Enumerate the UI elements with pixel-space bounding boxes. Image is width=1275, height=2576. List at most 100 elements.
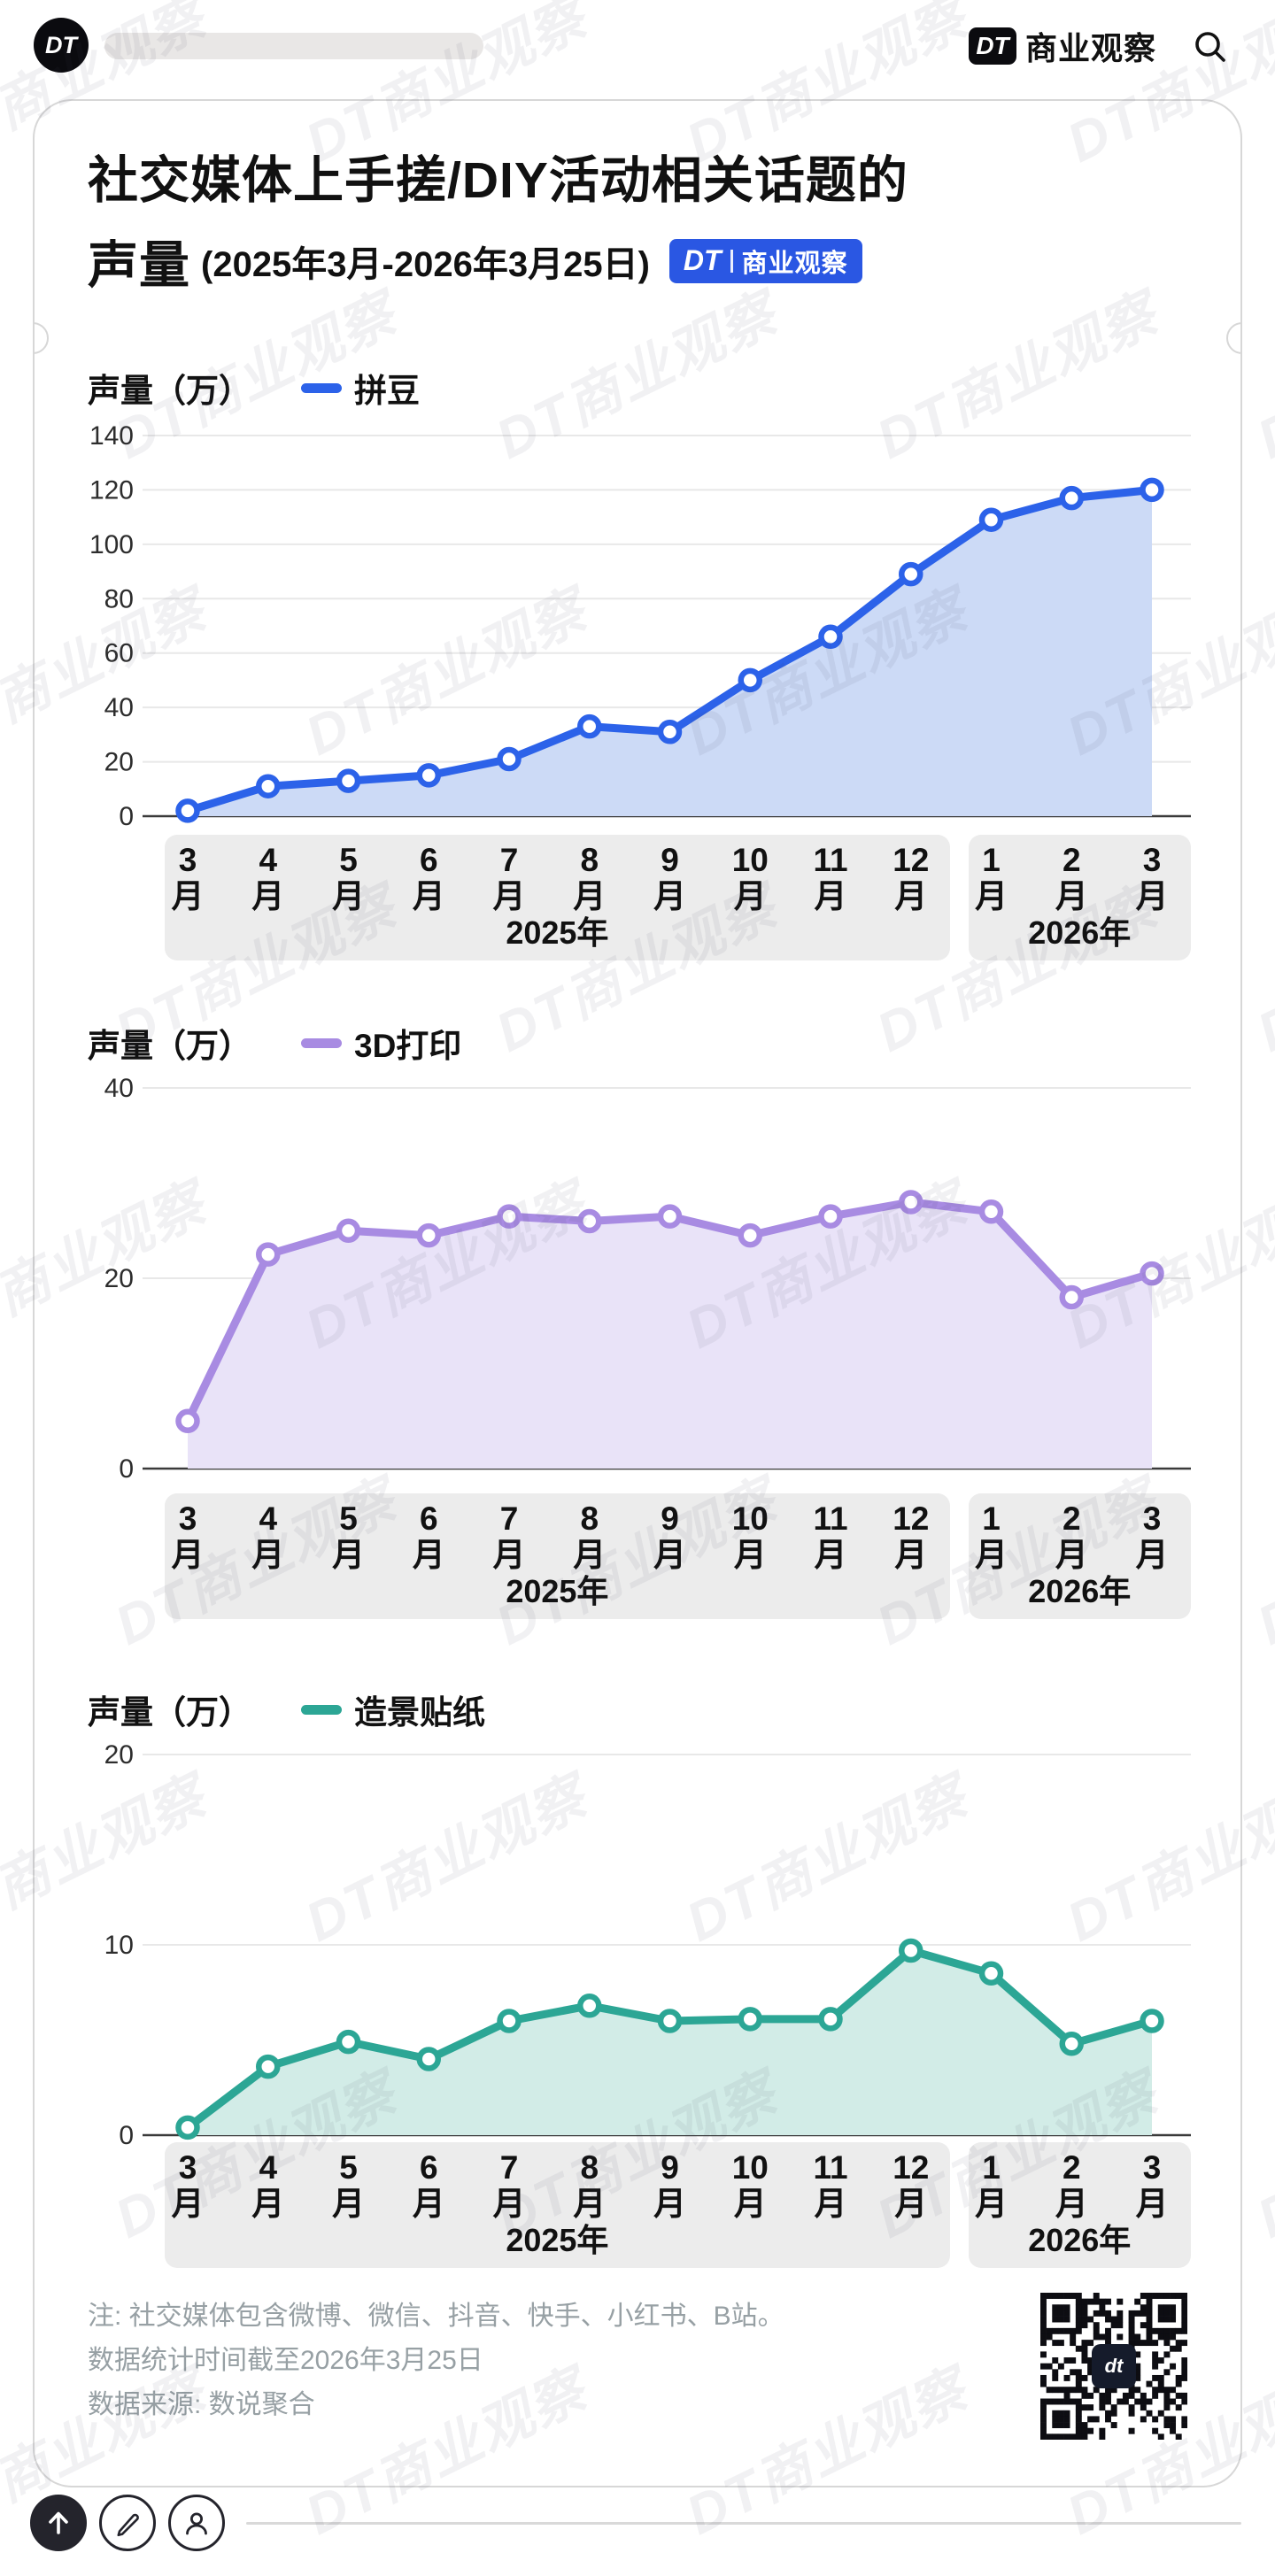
x-axis-pindou: 2025年 2026年 3 月 4 月 5 月 6 月 7 月 8 月 9 月 10 月 11 月 12 月 1 月 2 月 3 月 <box>88 835 1191 960</box>
brand-badge: DT 商业观察 <box>668 238 862 283</box>
line-chart-stickers: 0 10 20 <box>104 1740 1191 2150</box>
qr-center-label: dt <box>1092 2344 1136 2388</box>
svg-text:0: 0 <box>119 1454 134 1484</box>
legend-series-name: 拼豆 <box>354 373 420 409</box>
x-axis-month: 10 月 <box>731 2149 769 2223</box>
y-axis-title: 声量（万） <box>88 1694 251 1731</box>
card-notch-right <box>1226 322 1240 354</box>
person-icon <box>186 2512 207 2535</box>
line-chart-3dprint: 0 20 40 <box>104 1074 1191 1484</box>
year-label: 2026年 <box>1028 1573 1132 1609</box>
card-notch-left <box>35 322 49 354</box>
x-axis-month: 10 月 <box>731 842 769 915</box>
x-axis-month: 11 月 <box>813 1500 848 1574</box>
up-arrow-icon <box>49 2511 68 2534</box>
svg-text:20: 20 <box>104 1264 134 1293</box>
year-band: 2025年 <box>165 835 950 960</box>
badge-separator <box>730 249 733 273</box>
year-label: 2026年 <box>1028 2222 1132 2258</box>
legend-marker <box>301 1704 342 1715</box>
x-axis-month: 12 月 <box>892 2149 930 2223</box>
year-band: 2026年 <box>968 835 1191 960</box>
x-axis-month: 11 月 <box>813 2149 848 2223</box>
chart-legend-3dprint: 声量（万） 3D打印 <box>88 1022 1191 1064</box>
qr-code: dt <box>1040 2293 1188 2441</box>
brand-name: 商业观察 <box>1024 30 1156 66</box>
svg-text:60: 60 <box>104 639 134 668</box>
search-icon <box>1195 32 1225 62</box>
watermark-text: DT商业观察 <box>1248 875 1275 1064</box>
brand-dt-mark: DT <box>968 27 1016 65</box>
legend-item: 3D打印 <box>301 1019 461 1067</box>
footer-notes: 注: 社交媒体包含微博、微信、抖音、快手、小红书、B站。 数据统计时间截至202… <box>88 2294 1008 2427</box>
infographic-card: 社交媒体上手搓/DIY活动相关话题的 声量 (2025年3月-2026年3月25… <box>33 99 1242 2487</box>
note-line: 数据来源: 数说聚合 <box>88 2390 315 2419</box>
svg-text:20: 20 <box>104 1740 134 1770</box>
divider-line <box>246 2522 1241 2525</box>
brand-logo: DT 商业观察 <box>968 27 1156 66</box>
year-band: 2025年 <box>165 1493 950 1619</box>
x-axis-month: 10 月 <box>731 1500 769 1574</box>
x-axis-month: 12 月 <box>892 842 930 915</box>
svg-text:100: 100 <box>89 530 134 559</box>
chart-legend-pindou: 声量（万） 拼豆 <box>88 366 1191 409</box>
search-button[interactable] <box>1186 23 1234 71</box>
edit-button[interactable] <box>99 2495 156 2551</box>
page-title-line1: 社交媒体上手搓/DIY活动相关话题的 <box>88 152 908 209</box>
chart-legend-stickers: 声量（万） 造景贴纸 <box>88 1688 1191 1731</box>
page-title-line2-row: 声量 (2025年3月-2026年3月25日) DT 商业观察 <box>88 225 1191 297</box>
legend-marker <box>301 1037 342 1048</box>
year-label: 2026年 <box>1028 914 1132 951</box>
date-range: (2025年3月-2026年3月25日) <box>201 244 650 284</box>
x-axis-3dprint: 2025年 2026年 3 月 4 月 5 月 6 月 7 月 8 月 9 月 10 月 11 月 12 月 1 月 2 月 3 月 <box>88 1493 1191 1619</box>
title-block: 社交媒体上手搓/DIY活动相关话题的 声量 (2025年3月-2026年3月25… <box>88 152 1191 297</box>
badge-name: 商业观察 <box>741 249 848 278</box>
legend-item: 造景贴纸 <box>301 1685 485 1733</box>
svg-text:120: 120 <box>89 475 134 505</box>
year-label: 2025年 <box>506 2222 609 2258</box>
y-axis-title: 声量（万） <box>88 1028 251 1064</box>
watermark-text: DT商业观察 <box>1248 282 1275 471</box>
page-title-line2: 声量 <box>88 236 190 294</box>
placeholder-bar <box>104 33 483 59</box>
qr-pattern <box>1040 2293 1188 2441</box>
svg-text:20: 20 <box>104 748 134 777</box>
pencil-icon <box>117 2513 139 2537</box>
line-chart-pindou: 0 20 40 60 80 100 120 140 <box>89 421 1191 831</box>
profile-button[interactable] <box>168 2495 225 2551</box>
scroll-top-button[interactable] <box>30 2495 87 2551</box>
x-axis-month: 11 月 <box>813 842 848 915</box>
legend-item: 拼豆 <box>301 364 420 412</box>
year-label: 2025年 <box>506 914 609 951</box>
x-axis-month: 12 月 <box>892 1500 930 1574</box>
x-axis-stickers: 2025年 2026年 3 月 4 月 5 月 6 月 7 月 8 月 9 月 10 月 11 月 12 月 1 月 2 月 3 月 <box>88 2142 1191 2268</box>
watermark-text: DT商业观察 <box>1248 1469 1275 1657</box>
svg-text:10: 10 <box>104 1931 134 1960</box>
year-band: 2026年 <box>968 1493 1191 1619</box>
svg-text:40: 40 <box>104 693 134 722</box>
